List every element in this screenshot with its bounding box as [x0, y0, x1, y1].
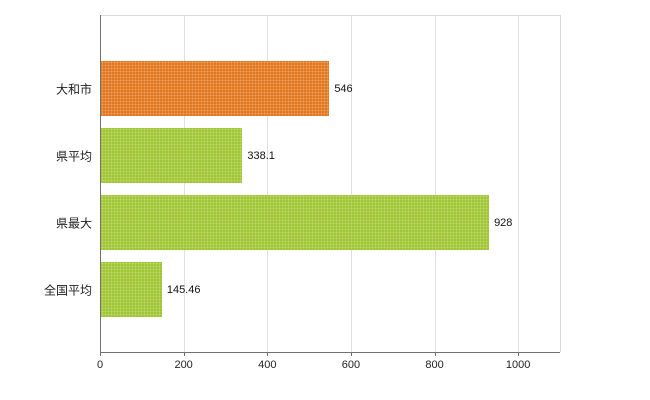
- plot-border-top: [100, 15, 560, 16]
- bar-0: [101, 61, 330, 116]
- bar-value-label: 546: [334, 82, 353, 95]
- category-label: 県最大: [55, 216, 92, 230]
- bar-1: [101, 128, 243, 183]
- bar-value-label: 928: [494, 216, 513, 229]
- x-axis-tick: [183, 352, 185, 356]
- bar-3: [101, 262, 162, 317]
- bar-value-label: 338.1: [247, 149, 275, 162]
- grid-line: [350, 15, 352, 352]
- grid-line: [434, 15, 436, 352]
- x-axis-tick: [350, 352, 352, 356]
- bar-value-label: 145.46: [166, 283, 201, 296]
- x-tick-label: 0: [96, 359, 104, 371]
- category-label: 全国平均: [43, 283, 92, 297]
- x-tick-label: 200: [174, 359, 193, 371]
- x-axis-tick: [434, 352, 436, 356]
- x-tick-label: 1000: [505, 359, 531, 371]
- x-axis-tick: [100, 352, 101, 356]
- y-axis-line: [100, 15, 101, 352]
- category-label: 県平均: [55, 149, 92, 163]
- category-label: 大和市: [55, 82, 92, 96]
- grid-line: [183, 15, 185, 352]
- bar-2: [101, 195, 490, 250]
- x-axis-tick: [518, 352, 520, 356]
- plot-border-right: [560, 15, 561, 352]
- grid-line: [267, 15, 269, 352]
- x-tick-label: 400: [258, 359, 277, 371]
- x-tick-label: 600: [341, 359, 361, 371]
- grid-line: [518, 15, 520, 352]
- x-tick-label: 800: [425, 359, 444, 371]
- x-axis-line: [100, 352, 560, 353]
- x-axis-tick: [267, 352, 269, 356]
